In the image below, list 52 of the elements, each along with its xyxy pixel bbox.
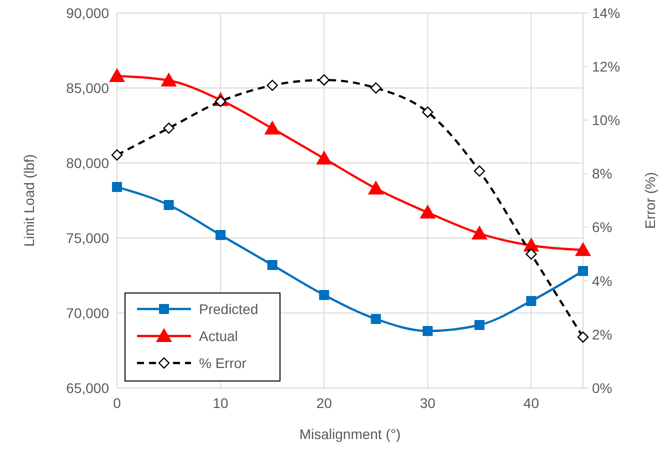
y2-tick-label: 6%: [592, 219, 612, 236]
point: [319, 290, 330, 300]
point: [112, 182, 122, 192]
y-tick-label: 85,000: [66, 80, 110, 96]
point: [163, 122, 174, 134]
point: [111, 149, 123, 161]
y2-tick-label: 4%: [592, 272, 612, 289]
point: [216, 230, 226, 240]
point: [474, 165, 486, 177]
point: [422, 106, 434, 118]
y-axis-title: Limit Load (lbf): [21, 154, 37, 247]
y-tick-label: 80,000: [66, 154, 110, 171]
x-tick-label: 30: [420, 395, 436, 411]
point: [316, 150, 332, 164]
y2-tick-label: 8%: [592, 166, 612, 182]
point: [109, 68, 125, 82]
legend-label: Actual: [199, 328, 238, 344]
legend-label: Predicted: [199, 300, 258, 317]
point: [526, 296, 536, 306]
x-tick-label: 20: [316, 395, 332, 411]
y2-axis-title: Error (%): [642, 172, 658, 229]
y-tick-label: 90,000: [66, 4, 110, 21]
point: [267, 260, 278, 270]
point: [370, 314, 381, 324]
x-tick-label: 10: [212, 395, 229, 411]
point: [575, 242, 591, 256]
y2-tick-label: 12%: [592, 58, 620, 74]
point: [160, 72, 177, 86]
point: [370, 82, 382, 94]
y2-tick-label: 2%: [592, 326, 612, 342]
point: [526, 248, 537, 260]
x-tick-label: 40: [523, 395, 540, 411]
legend-label: % Error: [199, 354, 247, 371]
point: [164, 200, 174, 210]
point: [578, 266, 588, 276]
point: [422, 326, 433, 336]
point: [474, 320, 484, 330]
y-tick-label: 65,000: [66, 380, 110, 396]
point: [368, 180, 384, 194]
point: [420, 204, 436, 218]
point: [264, 120, 280, 134]
y2-tick-label: 10%: [592, 112, 620, 128]
y-tick-label: 75,000: [66, 230, 110, 246]
y-tick-label: 70,000: [66, 304, 110, 321]
point: [471, 226, 488, 240]
y2-tick-label: 14%: [592, 4, 620, 21]
point: [266, 80, 278, 91]
point: [577, 332, 589, 343]
x-tick-label: 0: [113, 395, 122, 411]
point: [318, 74, 330, 86]
y2-tick-label: 0%: [592, 380, 612, 396]
x-axis-title: Misalignment (°): [299, 426, 401, 442]
